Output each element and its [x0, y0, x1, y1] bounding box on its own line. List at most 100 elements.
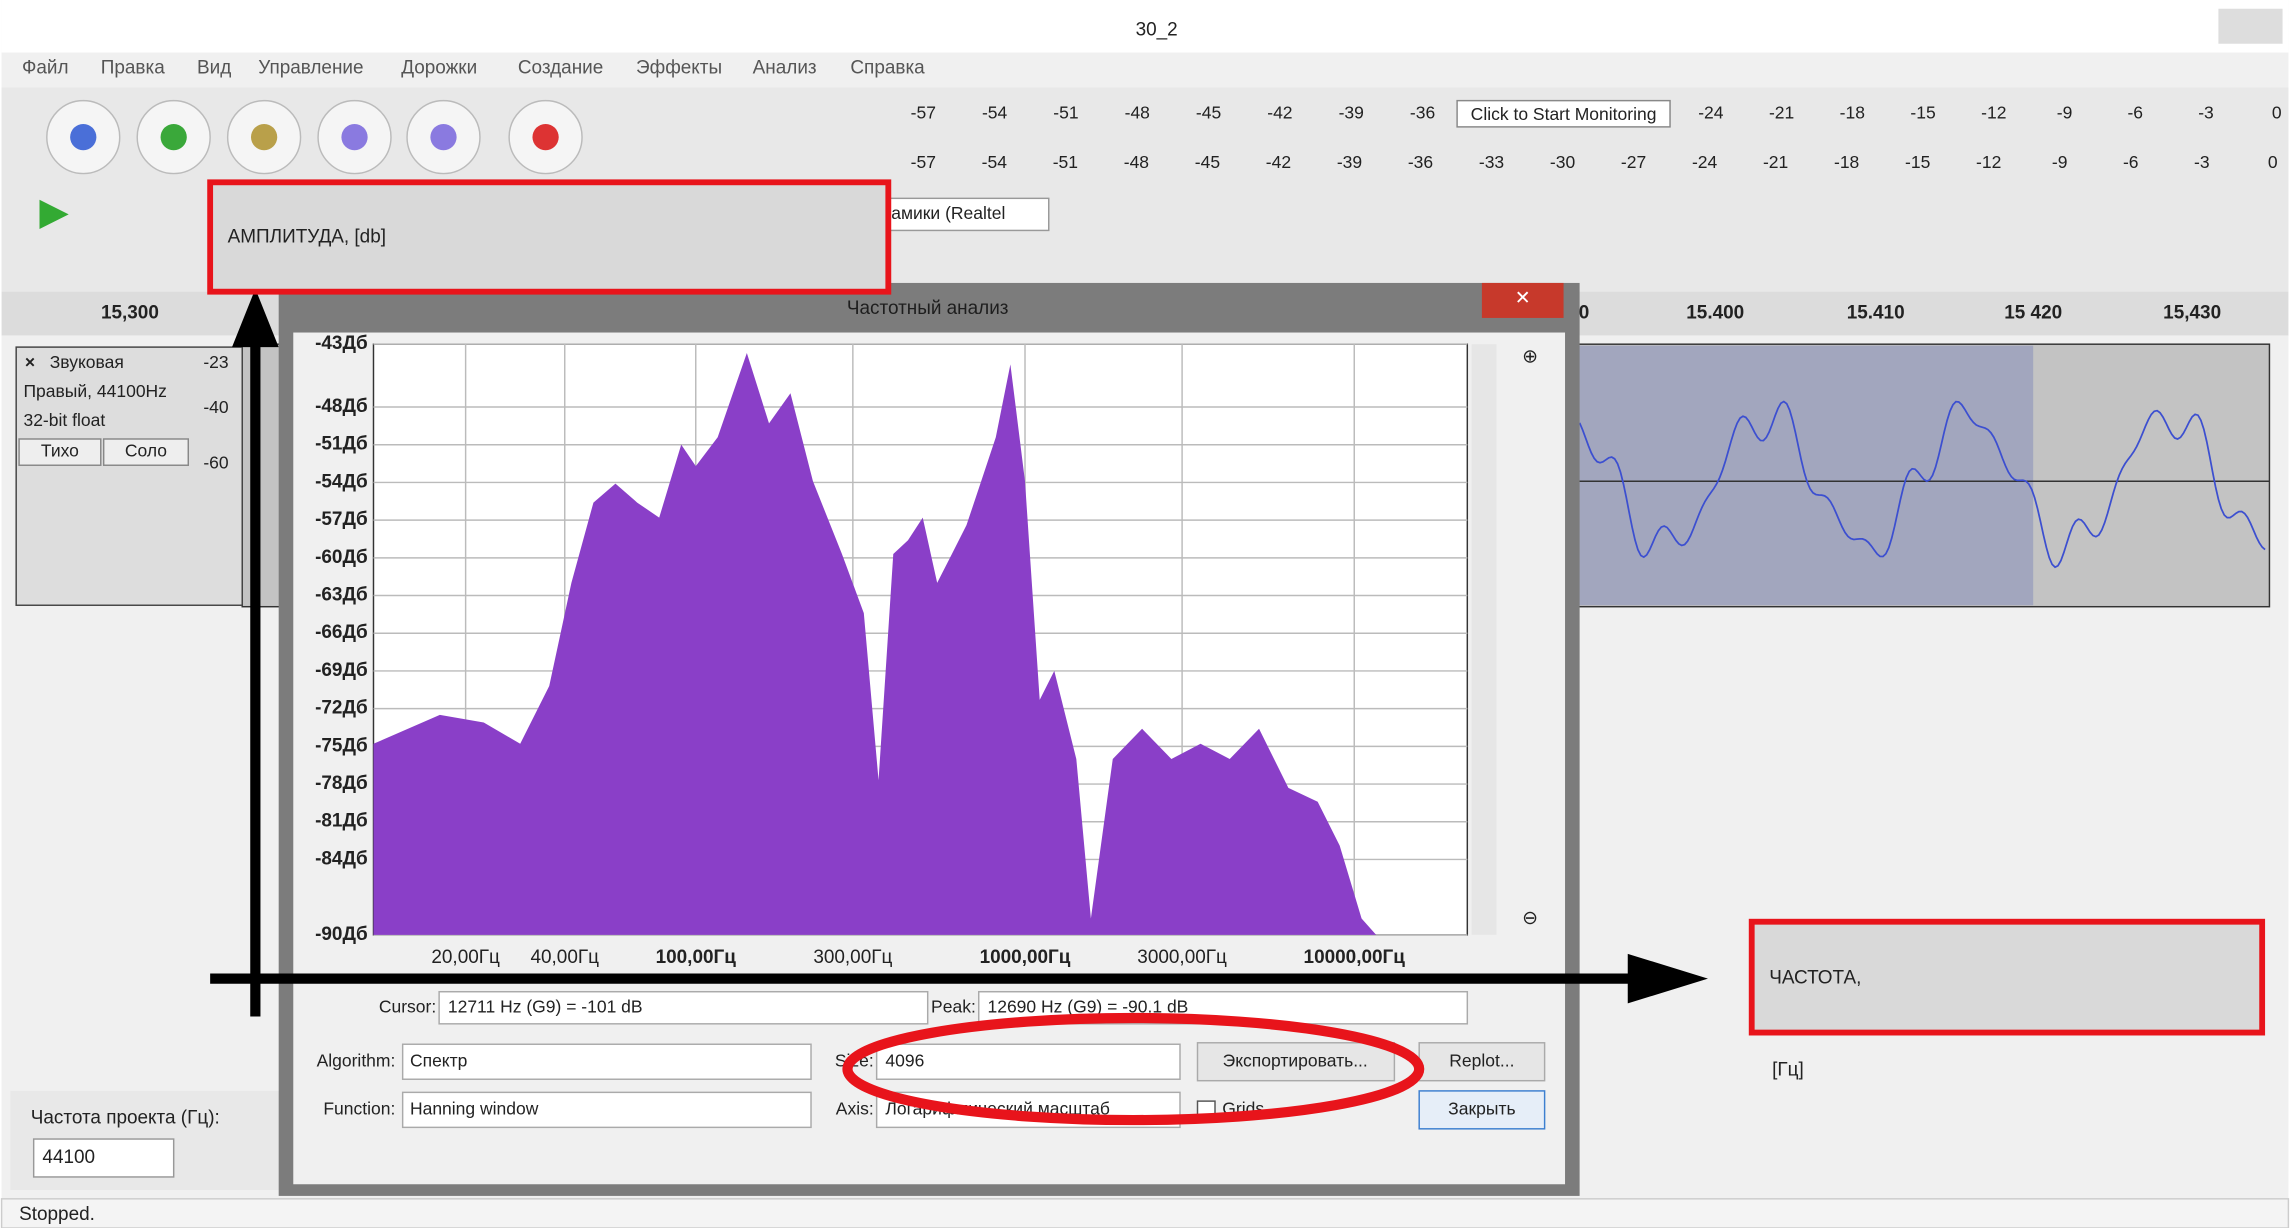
algorithm-select[interactable] — [401, 1043, 812, 1080]
track-info: Правый, 44100Hz — [23, 381, 166, 401]
meter-tick: -6 — [2123, 152, 2139, 172]
y-tick-label: -51Дб — [315, 434, 368, 455]
zoom-out[interactable]: ⊖ — [1522, 908, 1538, 929]
meter-tick: -9 — [2052, 152, 2068, 172]
rate-select[interactable] — [32, 1138, 175, 1178]
export-button[interactable] — [1196, 1042, 1396, 1082]
meter-tick: -21 — [1763, 152, 1788, 172]
menu-item[interactable]: Создание — [518, 58, 603, 79]
meter-tick: -57 — [911, 152, 936, 172]
mute[interactable]: Тихо — [41, 441, 79, 461]
meter-tick: -6 — [2127, 102, 2143, 122]
x-tick-label: 300,00Гц — [813, 947, 892, 968]
meter-tick: -48 — [1125, 102, 1150, 122]
meter-tick: -15 — [1910, 102, 1935, 122]
status: Stopped. — [19, 1204, 95, 1225]
menu-item[interactable]: Эффекты — [636, 58, 722, 79]
function-select[interactable] — [401, 1091, 812, 1129]
x-tick-label: 3000,00Гц — [1137, 947, 1227, 968]
meter-tick: -57 — [911, 102, 936, 122]
cursor: 12711 Hz (G9) = -101 dB — [448, 996, 643, 1016]
meter-tick: -42 — [1267, 102, 1292, 122]
menu-item[interactable]: Справка — [850, 58, 925, 79]
transport-icon — [70, 123, 97, 151]
replot[interactable]: Replot... — [1449, 1050, 1514, 1070]
dialog-close[interactable] — [1481, 282, 1564, 318]
function[interactable]: Hanning window — [410, 1098, 539, 1118]
frequency-annotation: [Гц] — [1772, 1059, 1804, 1080]
meter-tick: -18 — [1834, 152, 1859, 172]
menu-item[interactable]: Дорожки — [401, 58, 477, 79]
menu-item[interactable]: Управление — [258, 58, 363, 79]
scrollbar[interactable] — [1471, 344, 1497, 935]
meter-tick: -30 — [1550, 152, 1576, 172]
menu-item[interactable]: Вид — [197, 58, 231, 79]
export[interactable]: Экспортировать... — [1223, 1050, 1368, 1070]
rate[interactable]: 44100 — [42, 1147, 95, 1168]
cursor-box — [438, 991, 929, 1025]
meter-tick: 0 — [2272, 102, 2282, 122]
meter-tick: -45 — [1195, 152, 1220, 172]
meter-tick: -39 — [1337, 152, 1362, 172]
status-bar — [0, 1198, 2290, 1228]
axis-label: Axis: — [836, 1098, 874, 1118]
timeline-label: 15,300 — [101, 303, 159, 324]
size-select[interactable] — [875, 1043, 1181, 1080]
function-label: Function: — [323, 1098, 395, 1118]
amplitude-box — [207, 179, 892, 295]
peak-label: Peak: — [931, 996, 976, 1016]
transport — [46, 99, 583, 175]
menu-item[interactable]: Анализ — [753, 58, 817, 79]
timeline-label: 15 420 — [2004, 303, 2062, 324]
play-at-speed[interactable] — [39, 199, 69, 229]
meter-tick: -36 — [1410, 102, 1435, 122]
y-tick-label: -78Дб — [315, 773, 368, 794]
close-icon[interactable]: ✕ — [1515, 288, 1531, 309]
close-button[interactable] — [1418, 1090, 1546, 1130]
meter-tick: -54 — [982, 152, 1008, 172]
y-arrowhead — [232, 288, 279, 348]
y-tick-label: -69Дб — [315, 660, 368, 681]
y-tick-label: -81Дб — [315, 811, 368, 832]
x-tick-label: 40,00Гц — [530, 947, 599, 968]
meter-tick: -45 — [1196, 102, 1221, 122]
meter-tick: -48 — [1124, 152, 1149, 172]
y-tick-label: -43Дб — [315, 333, 368, 354]
track-scale: -40 — [203, 397, 229, 417]
solo[interactable]: Соло — [125, 441, 167, 461]
y-tick-label: -63Дб — [315, 585, 368, 606]
mute-button[interactable] — [18, 438, 102, 466]
size[interactable]: 4096 — [885, 1050, 924, 1070]
rate-label: Частота проекта (Гц): — [31, 1108, 220, 1129]
meter-tick: -27 — [1621, 152, 1646, 172]
meter-tick: -15 — [1905, 152, 1930, 172]
track-name[interactable]: Звуковая — [50, 352, 124, 372]
y-tick-label: -48Дб — [315, 396, 368, 417]
menu-item[interactable]: Правка — [101, 58, 165, 79]
y-tick-label: -84Дб — [315, 848, 368, 869]
device[interactable]: амики (Realtel — [891, 203, 1005, 223]
meter-tick: -39 — [1339, 102, 1364, 122]
close-button[interactable] — [2218, 8, 2283, 44]
meter-tick: -9 — [2057, 102, 2073, 122]
solo-button[interactable] — [102, 438, 189, 466]
monitor-label[interactable]: Click to Start Monitoring — [1471, 104, 1657, 124]
timeline-label: 15,430 — [2163, 303, 2221, 324]
menu-item[interactable]: Файл — [22, 58, 69, 79]
algorithm[interactable]: Спектр — [410, 1050, 467, 1070]
replot-button[interactable] — [1418, 1042, 1546, 1082]
timeline-label: 15.400 — [1686, 303, 1744, 324]
track-close[interactable]: × — [25, 352, 35, 372]
timeline-label: 0 — [1579, 303, 1590, 324]
y-tick-label: -75Дб — [315, 735, 368, 756]
y-tick-label: -54Дб — [315, 471, 368, 492]
transport-icon — [341, 123, 368, 151]
close[interactable]: Закрыть — [1448, 1098, 1515, 1118]
monitor-box[interactable] — [1456, 99, 1671, 128]
transport-icon — [160, 123, 187, 151]
meter-tick: -21 — [1769, 102, 1794, 122]
zoom-in[interactable]: ⊕ — [1522, 346, 1538, 367]
track-scale: -23 — [203, 352, 228, 372]
